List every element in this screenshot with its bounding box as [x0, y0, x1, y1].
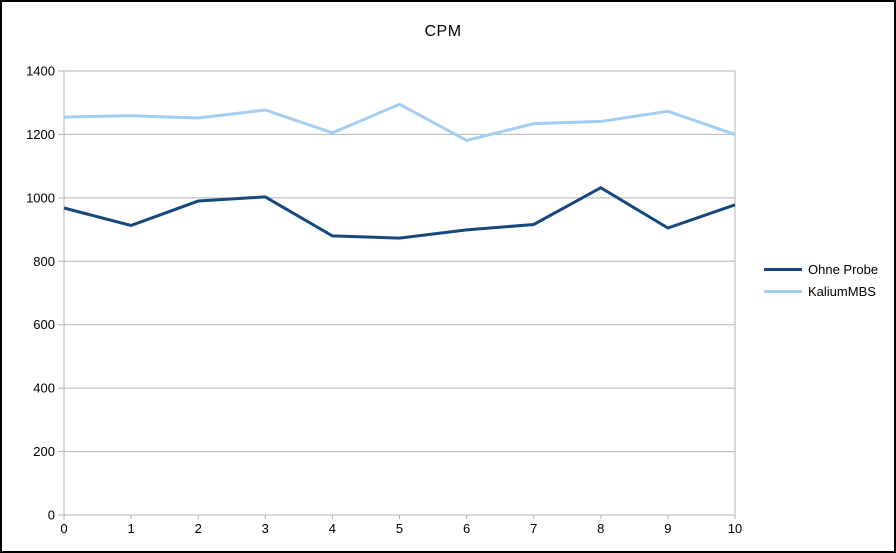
- series-line-ohne-probe: [63, 185, 736, 240]
- y-tick-label: 1000: [26, 190, 55, 205]
- x-tick-label: 10: [728, 521, 742, 536]
- x-tick-label: 2: [195, 521, 202, 536]
- x-tick-label: 6: [463, 521, 470, 536]
- x-tick-label: 9: [664, 521, 671, 536]
- x-tick-label: 1: [127, 521, 134, 536]
- series-line-kaliummbs: [63, 102, 736, 143]
- x-tick-label: 5: [396, 521, 403, 536]
- y-tick-label: 800: [33, 254, 55, 269]
- y-tick-label: 600: [33, 317, 55, 332]
- x-tick-label: 8: [597, 521, 604, 536]
- legend-item-ohne-probe: Ohne Probe: [764, 258, 878, 280]
- y-tick-label: 1200: [26, 127, 55, 142]
- legend: Ohne Probe KaliumMBS: [764, 258, 878, 302]
- y-tick-label: 400: [33, 381, 55, 396]
- chart-title: CPM: [424, 23, 462, 40]
- x-tick-label: 0: [60, 521, 67, 536]
- legend-label-ohne-probe: Ohne Probe: [808, 261, 879, 277]
- y-tick-label: 200: [33, 444, 55, 459]
- y-tick-label: 0: [48, 508, 55, 523]
- legend-item-kaliummbs: KaliumMBS: [764, 280, 878, 302]
- x-tick-label: 4: [329, 521, 336, 536]
- x-tick-label: 7: [530, 521, 537, 536]
- y-tick-label: 1400: [26, 64, 55, 79]
- legend-label-kaliummbs: KaliumMBS: [808, 283, 876, 299]
- x-tick-label: 3: [262, 521, 269, 536]
- legend-line-swatch-kaliummbs: [764, 289, 802, 293]
- legend-line-swatch-ohne-probe: [764, 267, 802, 271]
